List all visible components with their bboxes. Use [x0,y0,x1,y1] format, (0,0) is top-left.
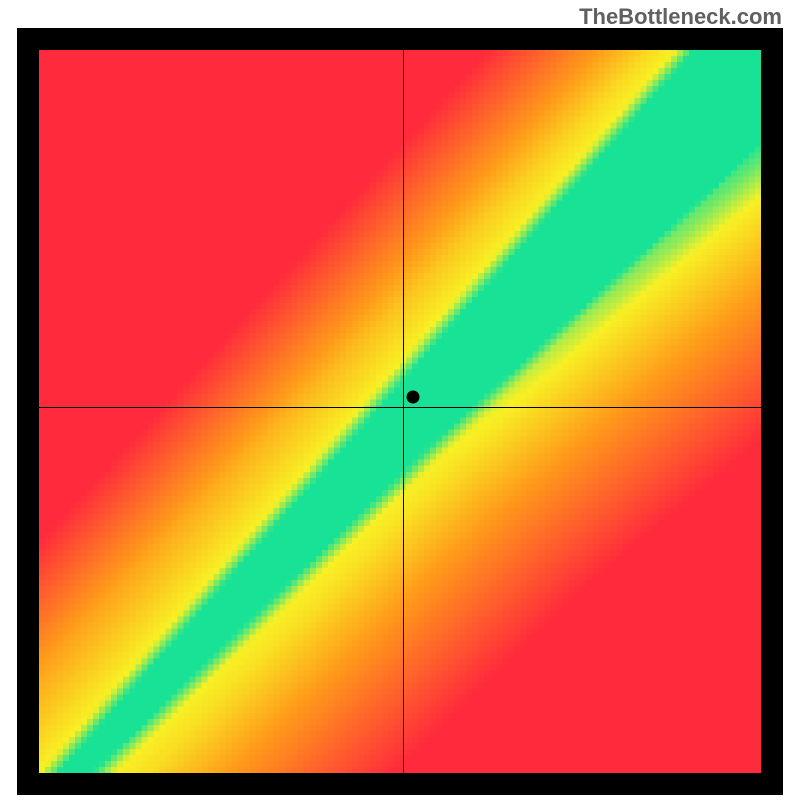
watermark-text: TheBottleneck.com [579,4,782,30]
crosshair-marker-dot [406,391,419,404]
crosshair-horizontal [39,407,761,408]
crosshair-vertical [403,50,404,773]
heatmap-area [39,50,761,773]
heatmap-canvas [39,50,761,773]
